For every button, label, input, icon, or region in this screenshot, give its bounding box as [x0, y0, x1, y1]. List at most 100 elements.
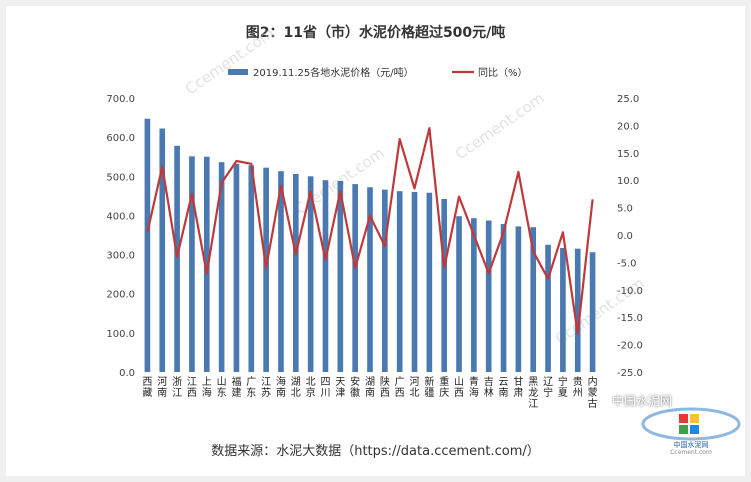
- line-layer: [146, 127, 594, 335]
- bar: [174, 145, 180, 372]
- right-axis-tick-label: 5.0: [617, 204, 633, 215]
- category-label: 北京: [306, 376, 316, 399]
- category-label: 新疆: [424, 375, 434, 399]
- category-label: 河南: [157, 376, 167, 399]
- bar: [248, 165, 255, 372]
- bar: [530, 227, 537, 372]
- data-source-note: 数据来源：水泥大数据（https://data.ccement.com/）: [211, 444, 540, 459]
- category-label: 安徽: [350, 375, 360, 399]
- chart-card: [6, 6, 745, 476]
- bar: [278, 171, 284, 372]
- bar: [367, 187, 373, 372]
- category-label: 江苏: [261, 376, 271, 399]
- category-label: 内蒙古: [588, 375, 598, 410]
- category-label: 青海: [469, 375, 479, 399]
- category-label: 吉林: [484, 376, 494, 399]
- bar: [307, 176, 314, 372]
- left-axis-tick-label: 200.0: [106, 290, 135, 301]
- left-axis-tick-label: 300.0: [106, 251, 135, 262]
- logo-name: 中国水泥网: [673, 441, 709, 449]
- category-label: 四川: [320, 377, 330, 399]
- bar: [218, 162, 225, 372]
- category-label: 天津: [335, 377, 345, 399]
- bar: [426, 192, 433, 372]
- legend-bar-swatch: [228, 69, 248, 75]
- logo: 中国水泥网 Ccement.com: [636, 396, 746, 470]
- category-labels-layer: 西藏河南浙江江西上海山东福建广东江苏海南湖北北京四川天津安徽湖南陕西广西河北新疆…: [142, 375, 597, 410]
- bar: [456, 216, 462, 372]
- right-axis-tick-label: 10.0: [617, 176, 639, 187]
- category-label: 黑龙江: [528, 376, 538, 410]
- legend-line-label: 同比（%）: [478, 67, 528, 79]
- left-axis-tick-label: 100.0: [106, 329, 135, 340]
- bar: [396, 191, 403, 372]
- right-axis-tick-label: 15.0: [617, 149, 639, 160]
- legend: 2019.11.25各地水泥价格（元/吨） 同比（%）: [228, 66, 528, 79]
- category-label: 海南: [276, 375, 286, 399]
- bar: [574, 248, 581, 372]
- left-axis-tick-label: 600.0: [106, 133, 135, 144]
- right-axis-tick-label: -20.0: [617, 341, 643, 352]
- left-axis-tick-label: 700.0: [106, 94, 135, 105]
- bar: [322, 180, 329, 372]
- bar: [382, 189, 388, 372]
- right-axis-tick-label: -15.0: [617, 313, 643, 324]
- category-label: 西藏: [142, 377, 152, 399]
- bar: [189, 156, 195, 372]
- right-axis-tick-label: 0.0: [617, 231, 633, 242]
- bar: [159, 128, 166, 372]
- bar: [233, 163, 240, 372]
- category-label: 陕西: [380, 375, 390, 399]
- category-label: 辽宁: [543, 376, 553, 399]
- category-label: 贵州: [573, 375, 583, 399]
- axes-layer: 0.0 100.0 200.0 300.0 400.0 500.0 600.0 700.0 -2…: [106, 94, 643, 379]
- bar: [515, 226, 522, 372]
- category-label: 甘肃: [513, 375, 523, 399]
- left-axis-tick-label: 500.0: [106, 172, 135, 183]
- left-axis-tick-label: 0.0: [119, 368, 135, 379]
- bars-layer: [144, 118, 596, 372]
- legend-bar-label: 2019.11.25各地水泥价格（元/吨）: [253, 66, 414, 79]
- category-label: 福建: [231, 375, 241, 399]
- watermark-text: Ccement.com: [182, 24, 278, 98]
- bar: [203, 156, 210, 372]
- category-label: 广东: [246, 376, 256, 399]
- bar: [545, 244, 551, 372]
- bar: [560, 247, 566, 372]
- bar: [471, 218, 477, 372]
- bar: [441, 198, 448, 372]
- category-label: 云南: [499, 377, 509, 399]
- bar: [292, 173, 299, 372]
- bar: [263, 167, 269, 372]
- right-axis-tick-label: -5.0: [617, 258, 637, 269]
- bar: [352, 184, 358, 372]
- right-axis-tick-label: -10.0: [617, 286, 643, 297]
- bar: [589, 252, 596, 372]
- bar: [144, 118, 151, 372]
- category-label: 湖北: [291, 376, 301, 399]
- category-label: 重庆: [439, 375, 449, 399]
- bar: [485, 220, 492, 372]
- category-label: 山西: [454, 376, 464, 399]
- right-axis-tick-label: -25.0: [617, 368, 643, 379]
- corner-watermark-text: 中国水泥网: [612, 394, 673, 408]
- yoy-series-line: [146, 127, 594, 335]
- bar: [411, 191, 418, 372]
- right-axis-tick-label: 25.0: [617, 94, 639, 105]
- category-label: 山东: [217, 376, 227, 399]
- logo-site: Ccement.com: [670, 449, 712, 456]
- category-label: 河北: [410, 376, 420, 399]
- chart-title: 图2：11省（市）水泥价格超过500元/吨: [245, 25, 506, 41]
- category-label: 广西: [395, 376, 405, 399]
- logo-emblem-icon: [641, 407, 741, 441]
- right-axis-tick-label: 20.0: [617, 121, 639, 132]
- category-label: 江西: [187, 376, 197, 399]
- bar: [337, 180, 344, 372]
- watermark-text: Ccement.com: [452, 89, 548, 163]
- category-label: 浙江: [172, 376, 182, 399]
- category-label: 宁夏: [558, 375, 568, 399]
- category-label: 上海: [202, 376, 212, 399]
- left-axis-tick-label: 400.0: [106, 211, 135, 222]
